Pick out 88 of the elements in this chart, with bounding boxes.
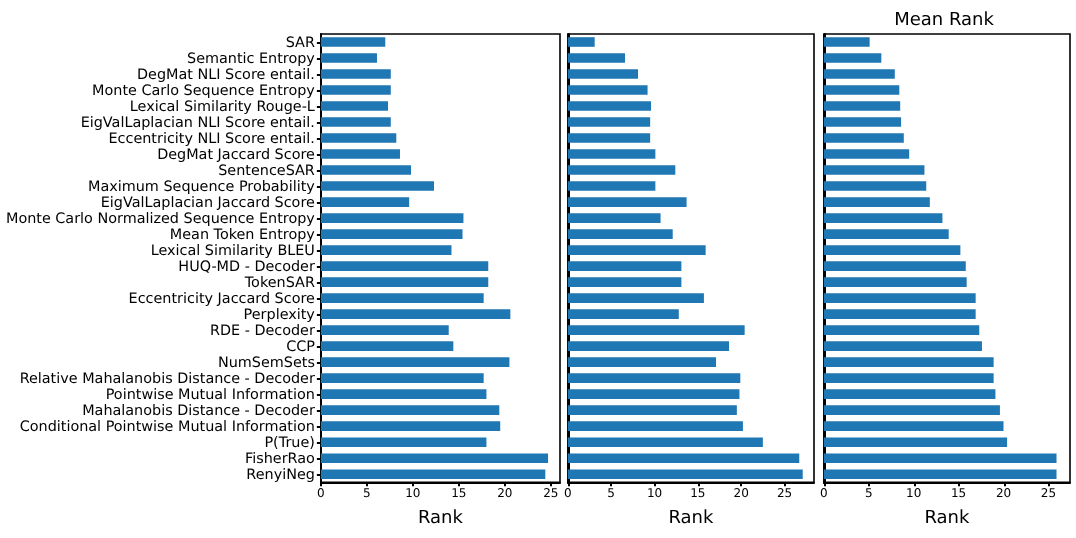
bar [567, 293, 704, 303]
bar [823, 117, 902, 127]
bar [567, 229, 673, 239]
bar [823, 421, 1004, 431]
bar [567, 181, 656, 191]
bar [823, 101, 901, 111]
bar [567, 469, 803, 479]
bar [567, 277, 682, 287]
x-axis-title: Rank [924, 509, 971, 529]
bar [567, 133, 651, 143]
bar [823, 293, 976, 303]
bar [320, 133, 397, 143]
bar [823, 357, 994, 367]
bar [823, 133, 904, 143]
bar [567, 85, 648, 95]
bar [320, 293, 484, 303]
bar [567, 325, 745, 335]
bar [823, 469, 1057, 479]
bar [320, 165, 412, 175]
bar [567, 245, 706, 255]
bar [823, 149, 910, 159]
bar [823, 341, 982, 351]
bar [567, 149, 656, 159]
bar [823, 389, 996, 399]
bar [567, 69, 639, 79]
bar [567, 405, 737, 415]
bar [320, 453, 549, 463]
bar [567, 453, 800, 463]
bar [823, 181, 927, 191]
bar [567, 101, 652, 111]
bar [823, 229, 949, 239]
bar [320, 245, 452, 255]
bar [320, 85, 391, 95]
bar [823, 53, 882, 63]
bar [320, 69, 391, 79]
bar [567, 37, 595, 47]
bar [320, 213, 464, 223]
bar [823, 277, 967, 287]
bar [320, 117, 391, 127]
bar [320, 325, 449, 335]
bar [567, 53, 626, 63]
bar [320, 389, 487, 399]
bar [320, 101, 389, 111]
bar [320, 181, 435, 191]
bar [320, 197, 410, 207]
bar [320, 405, 500, 415]
bar [320, 37, 386, 47]
chart-title: Mean Rank [894, 11, 996, 31]
bar [823, 37, 870, 47]
bar [823, 325, 980, 335]
bar [823, 85, 900, 95]
bar [823, 213, 943, 223]
bar [567, 437, 763, 447]
bar [320, 357, 510, 367]
bar [567, 117, 651, 127]
bar [320, 421, 501, 431]
x-axis-title: Rank [668, 509, 715, 529]
bar [320, 261, 489, 271]
bar [320, 277, 489, 287]
bar [567, 261, 682, 271]
bar [823, 453, 1057, 463]
bar [320, 149, 400, 159]
bar [320, 53, 377, 63]
bar [320, 373, 484, 383]
bar [567, 421, 743, 431]
bar [320, 341, 454, 351]
bar [823, 309, 976, 319]
bar [823, 197, 930, 207]
bar [823, 405, 1000, 415]
bar [320, 309, 511, 319]
bar [823, 245, 961, 255]
bar [320, 229, 463, 239]
bar [567, 165, 676, 175]
bar [567, 341, 730, 351]
bar [823, 165, 925, 175]
bar [320, 469, 546, 479]
bar [567, 357, 717, 367]
x-axis-title: Rank [417, 509, 465, 529]
bar [320, 437, 487, 447]
bar [567, 389, 740, 399]
bar [823, 437, 1008, 447]
bar [567, 373, 741, 383]
bar [567, 309, 679, 319]
bar [823, 373, 994, 383]
bar [567, 213, 661, 223]
bar [823, 261, 966, 271]
bar [567, 197, 687, 207]
bar [823, 69, 895, 79]
